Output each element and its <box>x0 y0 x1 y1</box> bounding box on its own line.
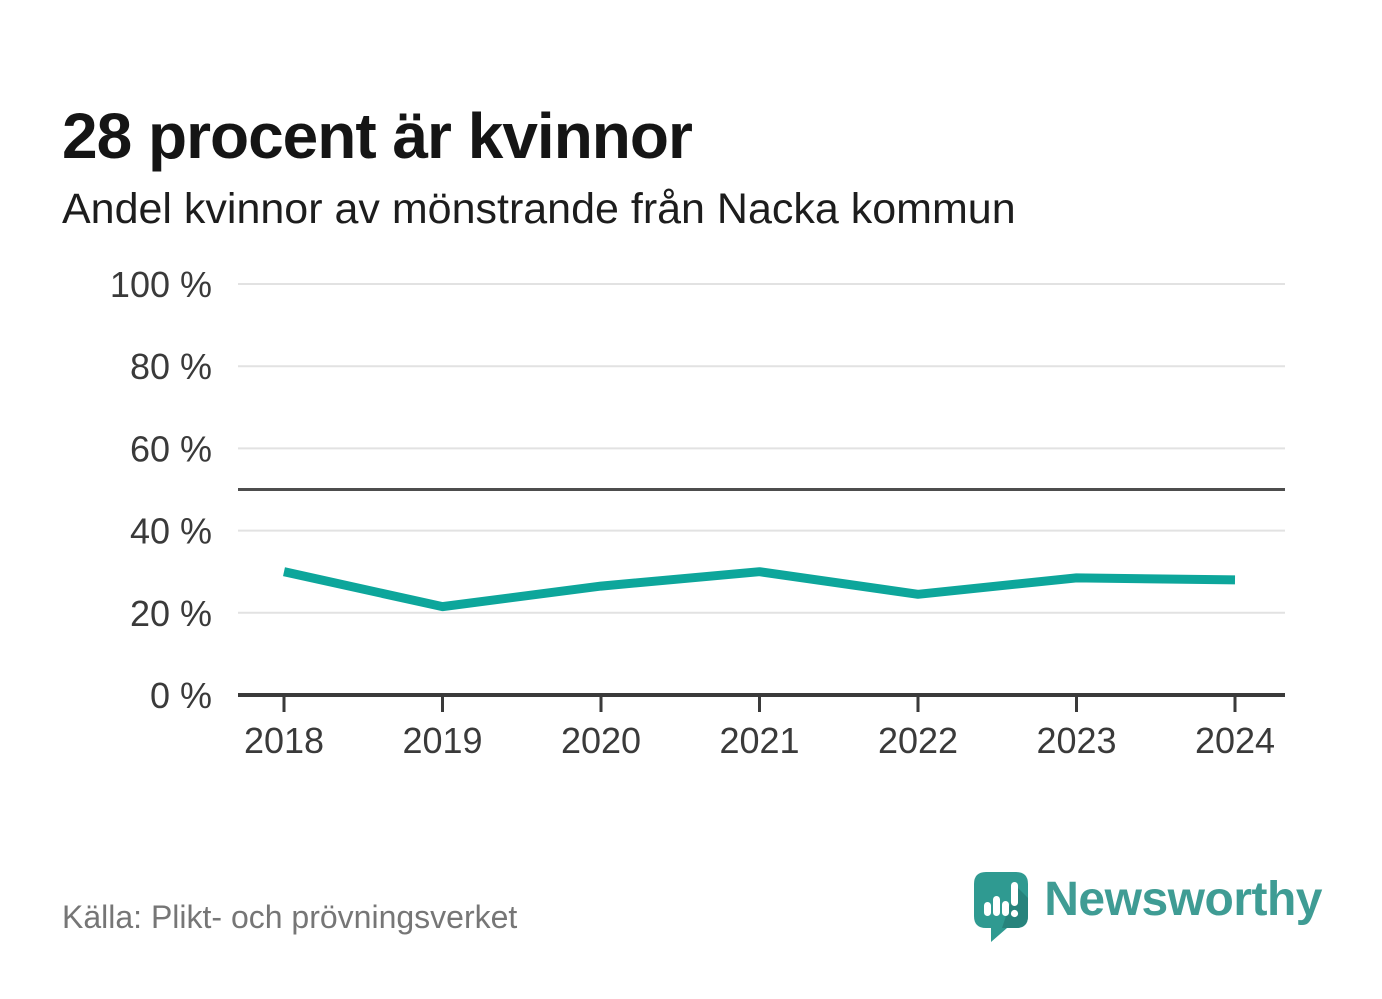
y-tick-label: 60 % <box>130 428 212 469</box>
bubble-shadow <box>1002 886 1029 928</box>
newsworthy-logo-icon <box>974 872 1029 942</box>
x-tick-label: 2024 <box>1195 720 1275 761</box>
exclamation-dot <box>1011 909 1019 918</box>
y-tick-label: 80 % <box>130 346 212 387</box>
newsworthy-logo: Newsworthy <box>974 872 1322 942</box>
chart-subtitle: Andel kvinnor av mönstrande från Nacka k… <box>62 185 1016 233</box>
x-tick-label: 2023 <box>1036 720 1116 761</box>
exclamation-bar <box>1011 882 1019 906</box>
x-tick-label: 2019 <box>402 720 482 761</box>
x-tick-label: 2021 <box>719 720 799 761</box>
x-tick-label: 2020 <box>561 720 641 761</box>
source-text: Källa: Plikt- och prövningsverket <box>62 899 518 935</box>
chart-bar <box>1002 901 1010 916</box>
y-tick-label: 0 % <box>150 675 212 716</box>
chart-bar <box>993 896 1001 916</box>
newsworthy-wordmark: Newsworthy <box>1044 873 1322 926</box>
x-tick-label: 2018 <box>244 720 324 761</box>
y-tick-label: 40 % <box>130 511 212 552</box>
chart-bar <box>984 902 992 916</box>
line-chart: 0 % 20 % 40 % 60 % 80 % 100 % 2018 2019 2020 2021… <box>110 264 1285 761</box>
data-line <box>283 567 1236 612</box>
chart-title: 28 procent är kvinnor <box>62 99 693 172</box>
y-tick-label: 100 % <box>110 264 212 305</box>
y-tick-label: 20 % <box>130 593 212 634</box>
x-tick-label: 2022 <box>878 720 958 761</box>
